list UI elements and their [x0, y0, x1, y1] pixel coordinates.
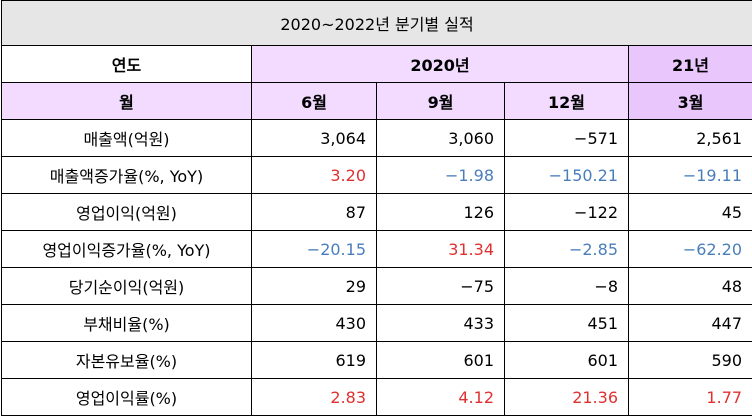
row-label-operating-margin: 영업이익률(%) — [2, 379, 252, 416]
table-cell: −1.98 — [377, 157, 505, 194]
table-cell: −2.85 — [505, 231, 629, 268]
table-cell: −150.21 — [505, 157, 629, 194]
table-cell: 590 — [629, 342, 752, 379]
month-header-12: 12월 — [505, 83, 629, 120]
row-label-operating-profit: 영업이익(억원) — [2, 194, 252, 231]
month-header-3: 3월 — [629, 83, 752, 120]
table-cell: 3,060 — [377, 120, 505, 157]
table-row: 영업이익(억원) 87 126 −122 45 — [2, 194, 752, 231]
table-cell: 2,561 — [629, 120, 752, 157]
month-header-6: 6월 — [252, 83, 377, 120]
year-header-row: 연도 2020년 21년 — [2, 46, 752, 83]
table-cell: −8 — [505, 268, 629, 305]
table-cell: −62.20 — [629, 231, 752, 268]
row-label-net-income: 당기순이익(억원) — [2, 268, 252, 305]
table-cell: 45 — [629, 194, 752, 231]
year-21-header: 21년 — [629, 46, 752, 83]
table-cell: 619 — [252, 342, 377, 379]
table-cell: 48 — [629, 268, 752, 305]
table-cell: 433 — [377, 305, 505, 342]
table-title: 2020~2022년 분기별 실적 — [2, 1, 752, 46]
table-cell: 21.36 — [505, 379, 629, 416]
table-cell: 430 — [252, 305, 377, 342]
table-cell: −20.15 — [252, 231, 377, 268]
row-label-revenue-growth: 매출액증가율(%, YoY) — [2, 157, 252, 194]
table-cell: 29 — [252, 268, 377, 305]
table-row: 영업이익률(%) 2.83 4.12 21.36 1.77 — [2, 379, 752, 416]
table-cell: 447 — [629, 305, 752, 342]
table-row: 자본유보율(%) 619 601 601 590 — [2, 342, 752, 379]
table-cell: 3.20 — [252, 157, 377, 194]
table-cell: 601 — [505, 342, 629, 379]
month-header-row: 월 6월 9월 12월 3월 — [2, 83, 752, 120]
table-cell: 601 — [377, 342, 505, 379]
table-cell: 126 — [377, 194, 505, 231]
row-label-operating-profit-growth: 영업이익증가율(%, YoY) — [2, 231, 252, 268]
row-label-revenue: 매출액(억원) — [2, 120, 252, 157]
month-header-label: 월 — [2, 83, 252, 120]
table-row: 부채비율(%) 430 433 451 447 — [2, 305, 752, 342]
table-row: 매출액증가율(%, YoY) 3.20 −1.98 −150.21 −19.11 — [2, 157, 752, 194]
table-cell: 1.77 — [629, 379, 752, 416]
table-row: 매출액(억원) 3,064 3,060 −571 2,561 — [2, 120, 752, 157]
row-label-debt-ratio: 부채비율(%) — [2, 305, 252, 342]
table-cell: 2.83 — [252, 379, 377, 416]
row-label-reserve-ratio: 자본유보율(%) — [2, 342, 252, 379]
table-cell: 87 — [252, 194, 377, 231]
table-cell: 451 — [505, 305, 629, 342]
table-cell: 31.34 — [377, 231, 505, 268]
table-cell: −122 — [505, 194, 629, 231]
table-cell: −571 — [505, 120, 629, 157]
table-cell: −19.11 — [629, 157, 752, 194]
table-cell: 4.12 — [377, 379, 505, 416]
year-header-label: 연도 — [2, 46, 252, 83]
table-cell: 3,064 — [252, 120, 377, 157]
month-header-9: 9월 — [377, 83, 505, 120]
table-cell: −75 — [377, 268, 505, 305]
table-row: 당기순이익(억원) 29 −75 −8 48 — [2, 268, 752, 305]
title-row: 2020~2022년 분기별 실적 — [2, 1, 752, 46]
year-2020-header: 2020년 — [252, 46, 629, 83]
table-row: 영업이익증가율(%, YoY) −20.15 31.34 −2.85 −62.2… — [2, 231, 752, 268]
